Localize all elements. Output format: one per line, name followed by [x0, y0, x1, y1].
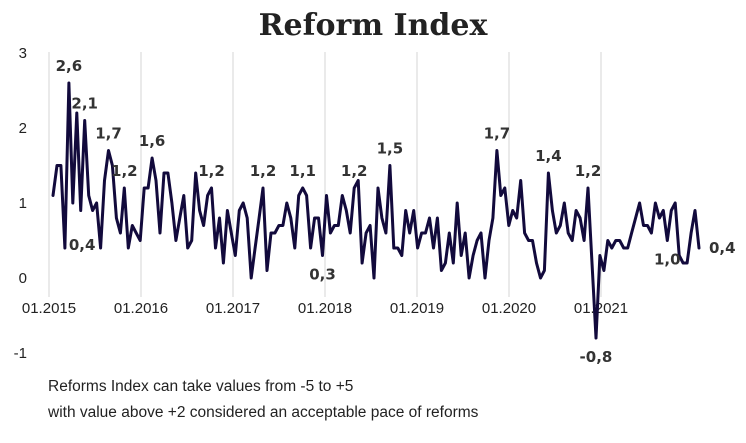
footnote-line-1: Reforms Index can take values from -5 to…	[48, 378, 354, 395]
data-label: 1,2	[250, 162, 277, 180]
data-label: -0,8	[580, 348, 613, 366]
y-tick-label: 0	[19, 270, 27, 287]
data-labels: 2,60,42,11,71,21,61,2 1,2 1,10,31,21,51,71…	[56, 57, 736, 366]
data-label: 1,6	[139, 132, 166, 150]
data-label: 1,0	[654, 251, 681, 269]
x-tick-label: 01.2019	[390, 300, 444, 317]
data-label: 1,1	[289, 162, 316, 180]
data-label: 1,2	[341, 162, 368, 180]
x-tick-label: 01.2018	[298, 300, 352, 317]
data-label: 1,5	[377, 140, 404, 158]
x-tick-label: 01.2020	[482, 300, 536, 317]
x-tick-label: 01.2021	[574, 300, 628, 317]
data-label: 1,2	[198, 162, 225, 180]
footnote-line-2: with value above +2 considered an accept…	[48, 404, 479, 421]
data-label: 0,3	[309, 266, 336, 284]
y-tick-label: -1	[14, 345, 27, 362]
data-label: 2,6	[56, 57, 83, 75]
y-tick-label: 3	[19, 45, 27, 62]
data-label: 1,7	[95, 125, 122, 143]
data-label: 1,4	[535, 147, 562, 165]
data-label: 0,4	[709, 239, 736, 257]
data-label: 1,2	[575, 162, 602, 180]
x-tick-label: 01.2015	[22, 300, 76, 317]
data-label: 0,4	[69, 236, 96, 254]
data-label: 1,2	[111, 162, 138, 180]
y-tick-label: 1	[19, 195, 27, 212]
x-tick-label: 01.2017	[206, 300, 260, 317]
x-tick-label: 01.2016	[114, 300, 168, 317]
data-label: 1,7	[484, 125, 511, 143]
y-tick-labels: 3 2 1 0 -1	[14, 45, 27, 362]
chart-title: Reform Index	[258, 8, 488, 43]
y-tick-label: 2	[19, 120, 27, 137]
data-label: 2,1	[71, 95, 98, 113]
series-line	[51, 81, 701, 340]
series-line-path	[51, 81, 701, 340]
x-tick-labels: 01.2015 01.2016 01.2017 01.2018 01.2019 01.20…	[22, 300, 628, 317]
